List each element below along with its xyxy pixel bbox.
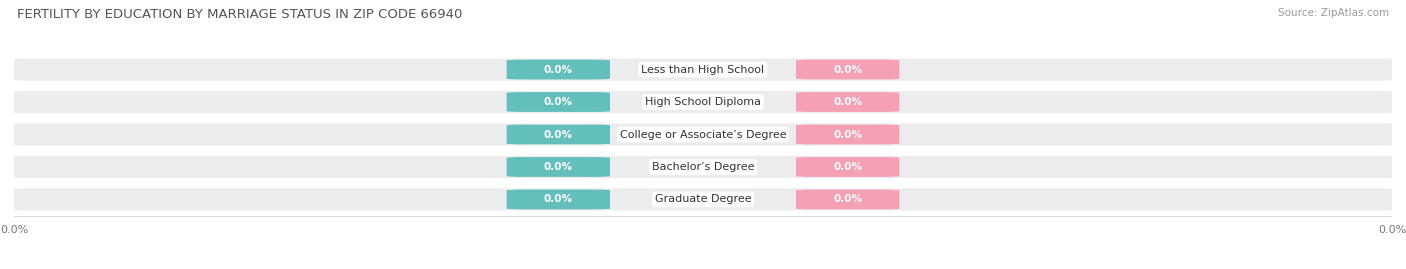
FancyBboxPatch shape — [796, 157, 900, 177]
FancyBboxPatch shape — [7, 58, 1399, 81]
FancyBboxPatch shape — [7, 123, 1399, 146]
FancyBboxPatch shape — [506, 60, 610, 79]
Text: FERTILITY BY EDUCATION BY MARRIAGE STATUS IN ZIP CODE 66940: FERTILITY BY EDUCATION BY MARRIAGE STATU… — [17, 8, 463, 21]
Text: 0.0%: 0.0% — [834, 97, 862, 107]
FancyBboxPatch shape — [506, 92, 610, 112]
FancyBboxPatch shape — [506, 157, 610, 177]
Text: 0.0%: 0.0% — [834, 65, 862, 75]
FancyBboxPatch shape — [7, 188, 1399, 211]
FancyBboxPatch shape — [7, 91, 1399, 113]
FancyBboxPatch shape — [506, 125, 610, 144]
Text: 0.0%: 0.0% — [544, 65, 572, 75]
Text: Less than High School: Less than High School — [641, 65, 765, 75]
Text: 0.0%: 0.0% — [544, 162, 572, 172]
Text: Graduate Degree: Graduate Degree — [655, 194, 751, 204]
Text: High School Diploma: High School Diploma — [645, 97, 761, 107]
Text: College or Associate’s Degree: College or Associate’s Degree — [620, 129, 786, 140]
Text: 0.0%: 0.0% — [834, 162, 862, 172]
Text: 0.0%: 0.0% — [544, 129, 572, 140]
Text: 0.0%: 0.0% — [544, 97, 572, 107]
Text: Bachelor’s Degree: Bachelor’s Degree — [652, 162, 754, 172]
FancyBboxPatch shape — [796, 92, 900, 112]
FancyBboxPatch shape — [796, 60, 900, 79]
Text: 0.0%: 0.0% — [544, 194, 572, 204]
Text: 0.0%: 0.0% — [834, 194, 862, 204]
FancyBboxPatch shape — [796, 125, 900, 144]
FancyBboxPatch shape — [796, 190, 900, 209]
FancyBboxPatch shape — [7, 156, 1399, 178]
FancyBboxPatch shape — [506, 190, 610, 209]
Text: Source: ZipAtlas.com: Source: ZipAtlas.com — [1278, 8, 1389, 18]
Text: 0.0%: 0.0% — [834, 129, 862, 140]
